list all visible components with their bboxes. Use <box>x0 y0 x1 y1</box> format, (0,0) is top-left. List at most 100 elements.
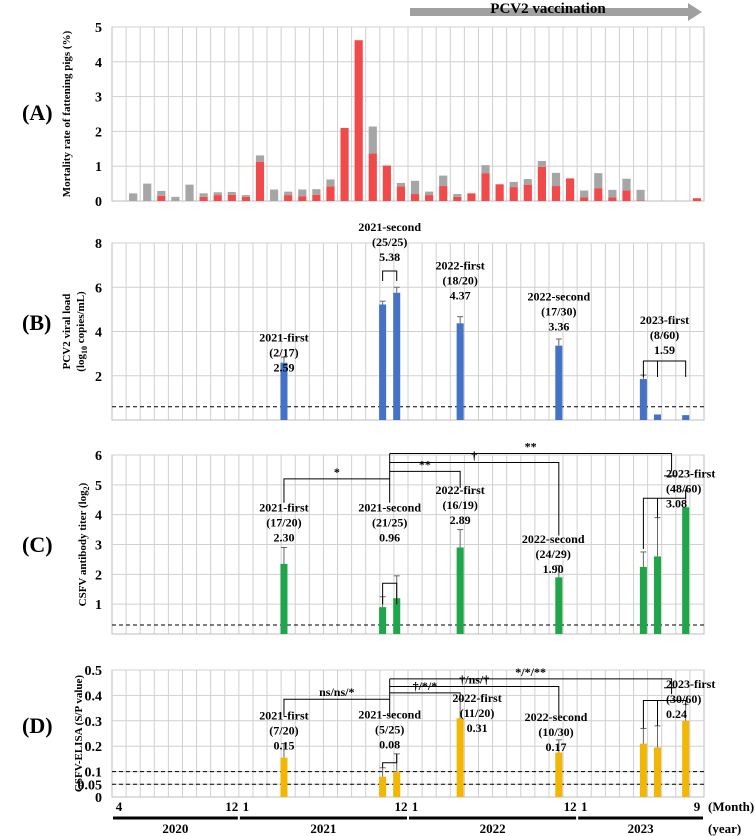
panel-c-ylabel-end: ) <box>77 482 89 486</box>
panel-c-bracket-2021 <box>382 582 398 605</box>
panel-d-label-2-line-2: (5/25) <box>375 722 404 736</box>
panel-c-bar <box>280 563 288 634</box>
month-tick: 12 <box>225 799 238 814</box>
panel-a-bar-gray <box>326 179 335 187</box>
panel-a-bar-gray <box>439 175 448 187</box>
panel-b-ylabel-log: (log <box>75 353 87 371</box>
year-label: 2020 <box>162 821 188 836</box>
panel-a-bar-red <box>410 194 420 201</box>
panel-d-label-2-line-3: 0.08 <box>379 737 400 751</box>
panel-d-label-4-line-1: 2022-second <box>525 710 588 724</box>
panel-b-bar <box>682 415 690 420</box>
panel-d-label-1-line-2: (7/20) <box>269 724 298 738</box>
panel-c-label-3-line-2: (16/19) <box>442 498 477 512</box>
panel-c-bar <box>682 507 690 634</box>
panel-c-ylabel-main: CSFV antibody titer (log <box>77 490 89 607</box>
year-label: 2022 <box>480 821 506 836</box>
panel-c-bar <box>555 577 563 634</box>
panel-b-label-1-line-1: 2021-first <box>259 330 308 344</box>
panel-a-bar-red <box>213 195 222 201</box>
panel-d-ytick: 0.4 <box>85 689 103 704</box>
panel-b-bar <box>379 304 387 420</box>
panel-d-bar <box>379 776 387 797</box>
panel-d-label-4-line-2: (10/30) <box>538 725 573 739</box>
panel-a-ytick: 0 <box>95 195 102 210</box>
panel-a-ytick: 3 <box>95 91 102 106</box>
panel-a-bar-red <box>692 198 702 201</box>
panel-c-bar <box>653 556 662 634</box>
panel-a-bar-gray <box>368 126 377 154</box>
panel-b-bar <box>393 292 401 420</box>
panel-a-bar-red <box>537 166 546 201</box>
panel-c-label-2-line-2: (21/25) <box>372 516 407 530</box>
panel-c-ytick: 6 <box>95 449 102 464</box>
panel-d-bar <box>456 718 464 797</box>
panel-a-bar-gray <box>523 179 532 185</box>
panel-a-ytick: 1 <box>95 160 102 175</box>
year-unit-label: (year) <box>708 821 741 836</box>
panel-b-bar <box>639 379 647 420</box>
panel-a-bar-gray <box>580 190 589 198</box>
panel-a-bar-red <box>298 196 307 201</box>
panel-c-ytick: 5 <box>95 479 102 494</box>
panel-c-letter: (C) <box>22 532 53 557</box>
panel-d-ytick: 0.1 <box>85 766 103 781</box>
panel-b-bar <box>555 345 563 420</box>
panel-d-label-3-line-2: (11/20) <box>460 706 495 720</box>
panel-b-ytick: 6 <box>95 281 102 296</box>
panel-d-ylabel: CSFV-ELISA (S/P value) <box>73 675 85 792</box>
panel-a-bar-red <box>368 153 377 201</box>
panel-a-bar-gray <box>227 191 236 195</box>
panel-a-bar-gray <box>241 195 250 197</box>
panel-c-bar <box>639 566 647 634</box>
panel-a-bar-gray <box>312 189 321 195</box>
panel-b-ylabel-line1: PCV2 viral load <box>61 294 73 370</box>
panel-a-bar-red <box>382 165 391 201</box>
month-tick: 4 <box>116 799 123 814</box>
panel-a-bar-red <box>255 161 265 201</box>
panel-b-label-1-line-2: (2/17) <box>269 345 298 359</box>
panel-a-bar-gray <box>622 178 631 191</box>
pcv2-vaccination-banner: PCV2 vaccination <box>410 1 702 21</box>
panel-c-sig-1: * <box>334 465 340 479</box>
panel-c-sig-bracket-1 <box>283 478 390 503</box>
panel-a-bar-red <box>594 188 603 201</box>
month-tick: 1 <box>581 799 588 814</box>
panel-a-bar-red <box>354 40 363 201</box>
panel-c-label-4-line-3: 1.90 <box>543 562 564 576</box>
panel-d-label-1-line-3: 0.15 <box>273 739 294 753</box>
panel-c-ytick: 4 <box>95 509 102 524</box>
panel-c-sig-4: ** <box>525 440 537 454</box>
panel-b-label-5-line-3: 1.59 <box>654 343 675 357</box>
panel-c-ytick: 3 <box>95 539 102 554</box>
panel-d-label-4-line-3: 0.17 <box>546 740 567 754</box>
panel-b-ytick: 4 <box>95 326 102 341</box>
panel-d-sig-bracket-3 <box>389 686 560 720</box>
panel-a-bar-red <box>312 194 321 201</box>
panel-a-bar-red <box>199 196 208 201</box>
panel-b-label-5-line-1: 2023-first <box>640 313 689 327</box>
panel-c-label-4-line-2: (24/29) <box>536 547 571 561</box>
panel-c-sig-2: ** <box>419 457 431 471</box>
panel-b-label-4-line-1: 2022-second <box>527 290 590 304</box>
panel-c-label-4-line-1: 2022-second <box>522 532 585 546</box>
panel-c-ytick: 2 <box>95 568 102 583</box>
panel-a-bar-red <box>453 196 462 201</box>
panel-d-ytick: 0 <box>95 791 102 806</box>
panel-c-label-1-line-2: (17/20) <box>266 516 301 530</box>
panel-c-label-2023-line-1: 2023-first <box>666 466 715 480</box>
time-axis: 4 12 1 12 1 12 1 9 (Month) 2020 2021 2022 2023 (year) <box>113 799 754 836</box>
panel-c-chart: 1234562021-first(17/20)2.302021-second(2… <box>22 440 715 635</box>
panel-a-ytick: 4 <box>95 56 102 71</box>
panel-c-ylabel-subscript: 2 <box>82 486 91 490</box>
panel-d-label-3-line-3: 0.31 <box>467 721 488 735</box>
panel-c-label-2-line-1: 2021-second <box>358 501 421 515</box>
panel-d-sig-4: */*/** <box>515 665 546 679</box>
panel-c-label-3-line-3: 2.89 <box>450 513 471 527</box>
panel-b-bar <box>280 362 288 420</box>
panel-d-bar <box>555 752 563 797</box>
panel-a-bar-red <box>241 196 250 201</box>
panel-a-bar-gray <box>481 165 490 174</box>
panel-b-ytick: 2 <box>95 370 102 385</box>
